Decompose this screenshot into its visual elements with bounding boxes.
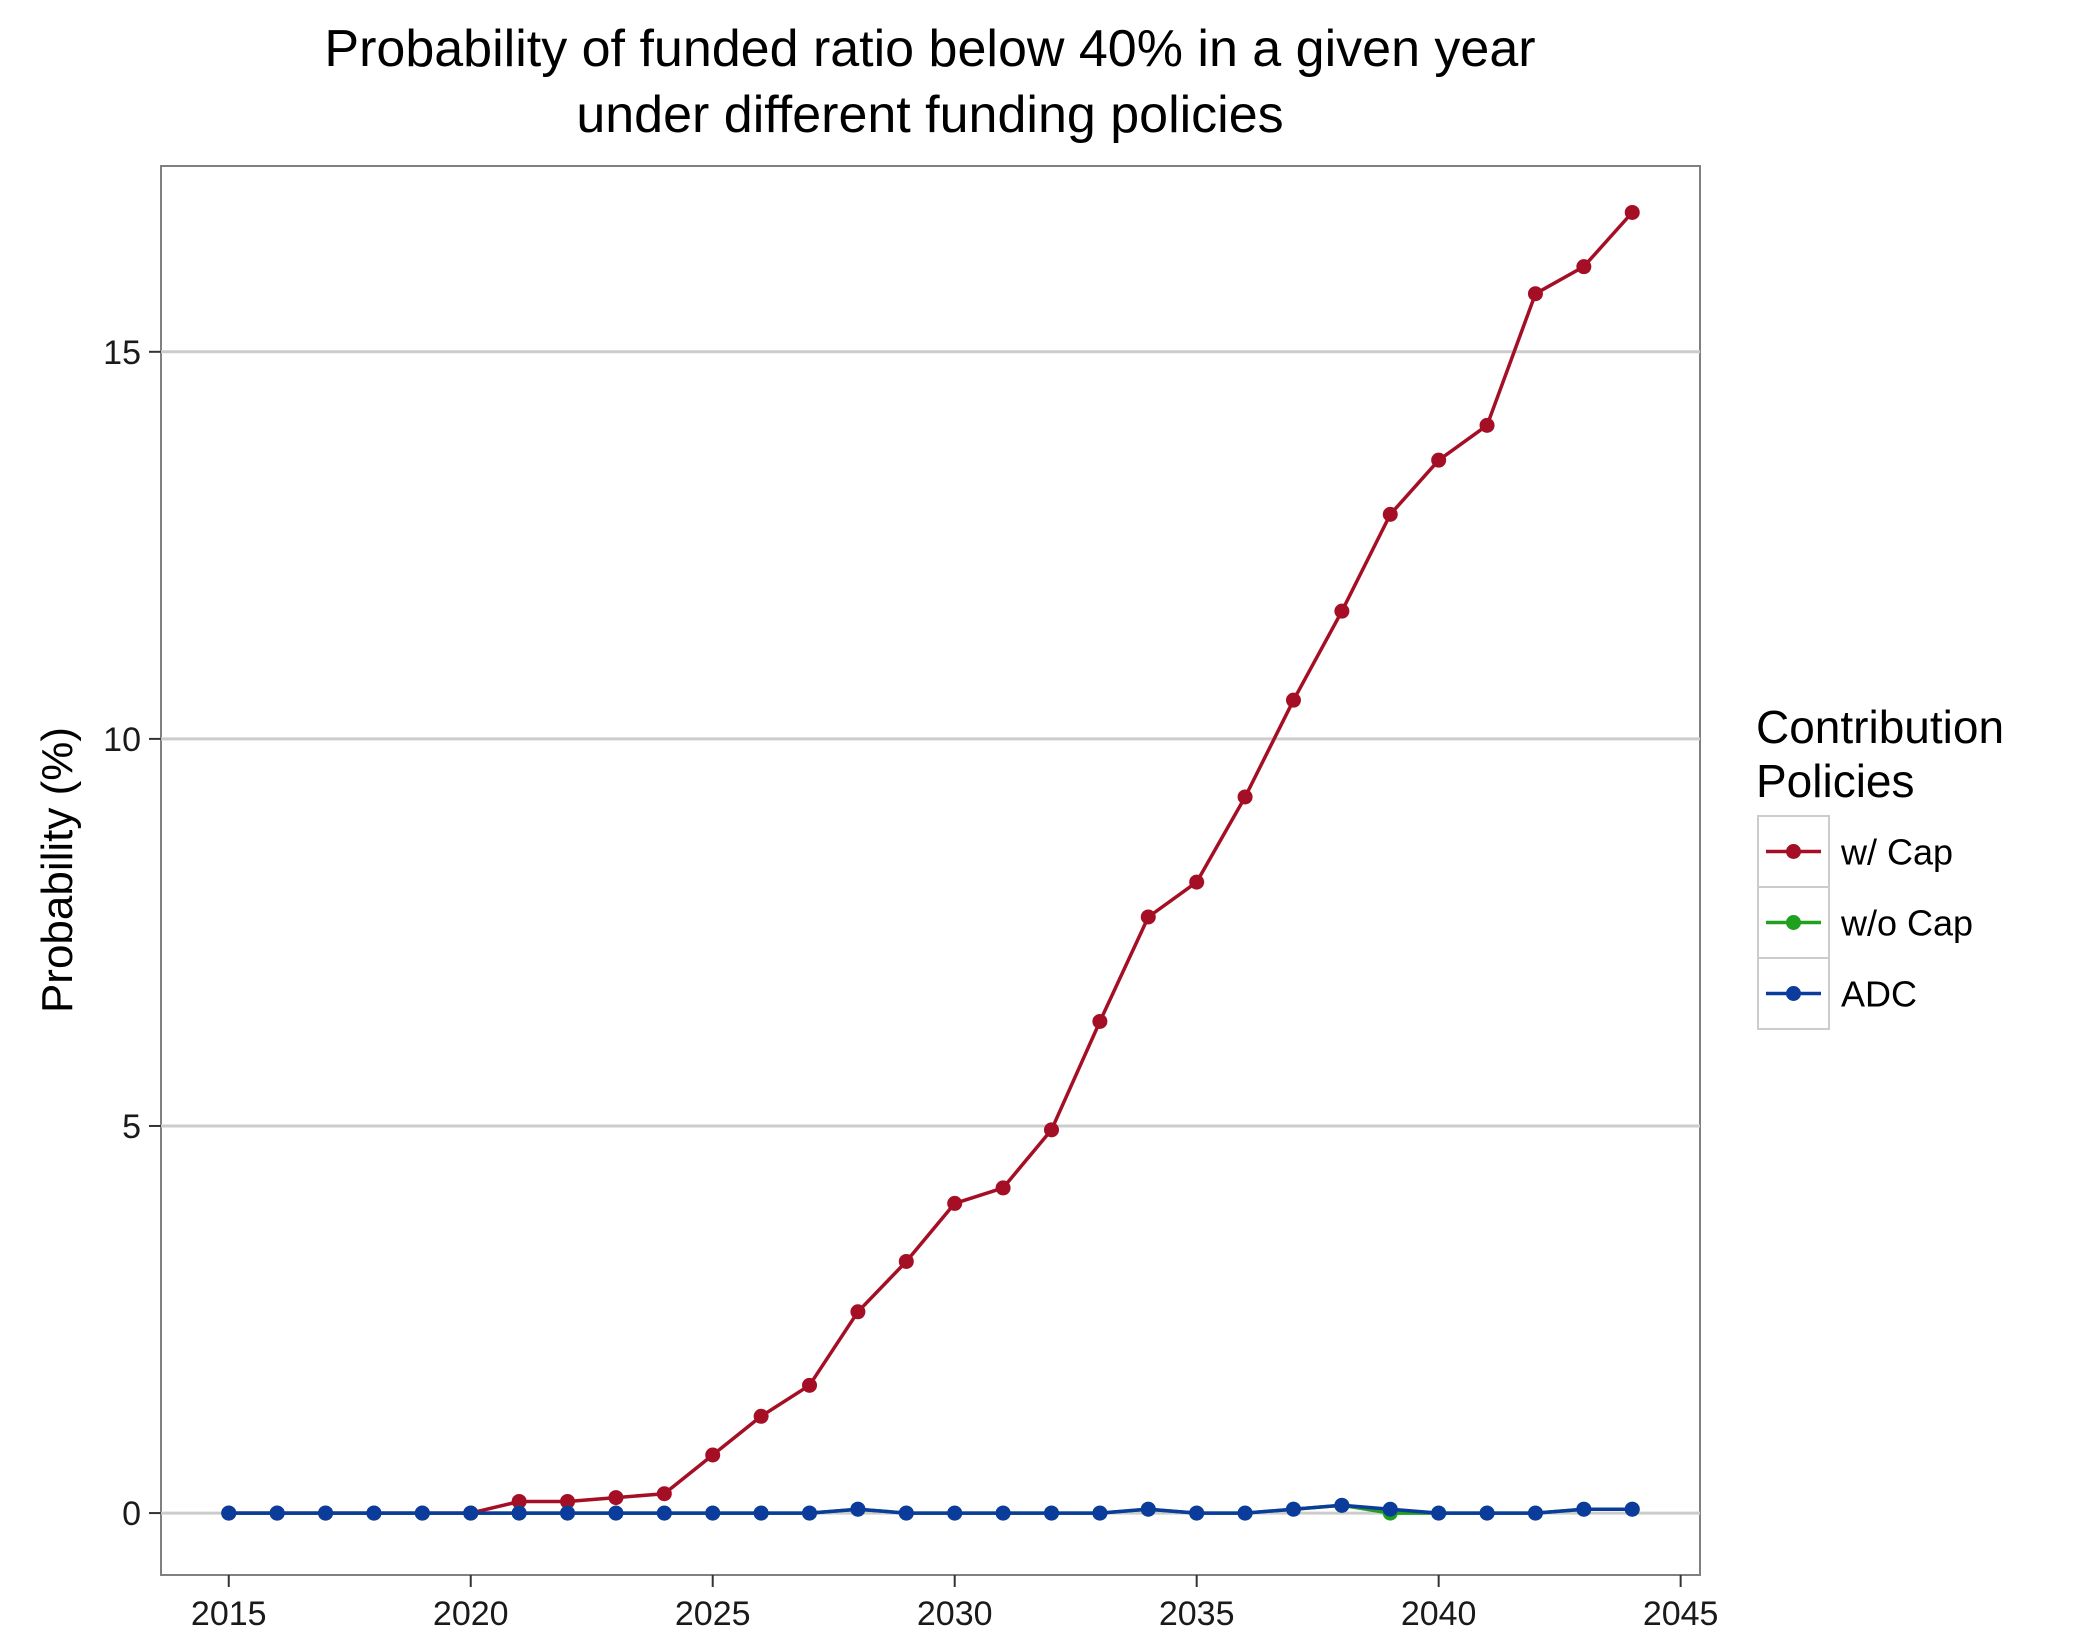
- series-line-adc: [228, 1503, 1633, 1515]
- x-axis: 2015 2020 2025 2030 2035 2040 2045: [191, 1575, 1719, 1633]
- data-point-adc: [1576, 1501, 1592, 1517]
- data-point-adc: [511, 1505, 527, 1521]
- data-point-adc: [1382, 1501, 1398, 1517]
- data-point-w-cap: [1140, 909, 1156, 925]
- y-axis-title: Probability (%): [33, 727, 82, 1013]
- data-point-adc: [560, 1505, 576, 1521]
- legend-label: w/o Cap: [1840, 903, 1973, 944]
- data-point-w-cap: [1576, 259, 1592, 275]
- data-point-adc: [656, 1505, 672, 1521]
- legend-items: w/ Cap w/o Cap ADC: [1757, 815, 1973, 1030]
- data-point-adc: [463, 1505, 479, 1521]
- data-point-w-cap: [511, 1493, 527, 1509]
- data-point-w-cap: [1189, 874, 1205, 890]
- x-tick-label: 2045: [1643, 1595, 1719, 1633]
- data-point-adc: [1527, 1505, 1543, 1521]
- data-point-adc: [1237, 1505, 1253, 1521]
- data-point-w-cap: [1092, 1013, 1108, 1029]
- legend-title-line-1: Contribution: [1756, 701, 2004, 753]
- data-point-adc: [753, 1505, 769, 1521]
- data-point-adc: [221, 1505, 237, 1521]
- data-point-w-cap: [1527, 286, 1543, 302]
- legend-title-line-2: Policies: [1756, 755, 1915, 807]
- data-point-w-cap: [1431, 452, 1447, 468]
- series-layer: [221, 204, 1640, 1521]
- data-point-adc: [1285, 1501, 1301, 1517]
- data-point-w-cap: [1334, 603, 1350, 619]
- data-point-adc: [269, 1505, 285, 1521]
- data-point-w-cap: [753, 1408, 769, 1424]
- legend-key-point: [1786, 844, 1801, 859]
- data-point-w-cap: [898, 1253, 914, 1269]
- legend-label: w/ Cap: [1840, 832, 1953, 873]
- chart-title-line-2: under different funding policies: [576, 86, 1283, 144]
- legend-label: ADC: [1841, 974, 1917, 1015]
- y-tick-label: 0: [122, 1495, 141, 1533]
- y-axis: 0 5 10 15: [103, 334, 161, 1533]
- data-point-adc: [366, 1505, 382, 1521]
- legend-item-w-o-cap: w/o Cap: [1757, 886, 1973, 959]
- chart-title-line-1: Probability of funded ratio below 40% in…: [324, 20, 1535, 78]
- data-point-adc: [1624, 1501, 1640, 1517]
- data-point-adc: [414, 1505, 430, 1521]
- data-point-adc: [1479, 1505, 1495, 1521]
- data-point-adc: [1334, 1497, 1350, 1513]
- data-point-w-cap: [656, 1486, 672, 1502]
- legend-item-adc: ADC: [1757, 957, 1917, 1030]
- data-point-adc: [1092, 1505, 1108, 1521]
- data-point-adc: [995, 1505, 1011, 1521]
- data-point-adc: [1140, 1501, 1156, 1517]
- data-point-adc: [802, 1505, 818, 1521]
- data-point-w-cap: [560, 1493, 576, 1509]
- legend-key-point: [1786, 986, 1801, 1001]
- series-adc: [221, 1497, 1640, 1521]
- data-point-w-cap: [802, 1377, 818, 1393]
- data-point-adc: [1431, 1505, 1447, 1521]
- legend-item-w-cap: w/ Cap: [1757, 815, 1953, 888]
- legend: Contribution Policies w/ Cap w/o Cap ADC: [1756, 701, 2004, 1030]
- data-point-adc: [898, 1505, 914, 1521]
- data-point-adc: [850, 1501, 866, 1517]
- x-tick-label: 2035: [1159, 1595, 1235, 1633]
- legend-key-point: [1786, 915, 1801, 930]
- data-point-w-cap: [1479, 417, 1495, 433]
- data-point-w-cap: [1237, 789, 1253, 805]
- data-point-w-cap: [850, 1304, 866, 1320]
- data-point-adc: [1043, 1505, 1059, 1521]
- data-point-w-cap: [995, 1180, 1011, 1196]
- data-point-w-cap: [1624, 204, 1640, 220]
- data-point-w-cap: [947, 1195, 963, 1211]
- data-point-w-cap: [1043, 1122, 1059, 1138]
- y-tick-label: 10: [103, 721, 141, 759]
- x-tick-label: 2025: [675, 1595, 751, 1633]
- data-point-w-cap: [1285, 692, 1301, 708]
- data-point-adc: [608, 1505, 624, 1521]
- data-point-adc: [318, 1505, 334, 1521]
- x-tick-label: 2020: [433, 1595, 509, 1633]
- data-point-w-cap: [1382, 506, 1398, 522]
- data-point-adc: [947, 1505, 963, 1521]
- data-point-adc: [1189, 1505, 1205, 1521]
- x-tick-label: 2030: [917, 1595, 993, 1633]
- data-point-w-cap: [705, 1447, 721, 1463]
- data-point-w-cap: [608, 1490, 624, 1506]
- plot-panel: [160, 165, 1701, 1576]
- y-tick-label: 5: [122, 1108, 141, 1146]
- y-tick-label: 15: [103, 334, 141, 372]
- data-point-adc: [705, 1505, 721, 1521]
- x-tick-label: 2015: [191, 1595, 267, 1633]
- x-tick-label: 2040: [1401, 1595, 1477, 1633]
